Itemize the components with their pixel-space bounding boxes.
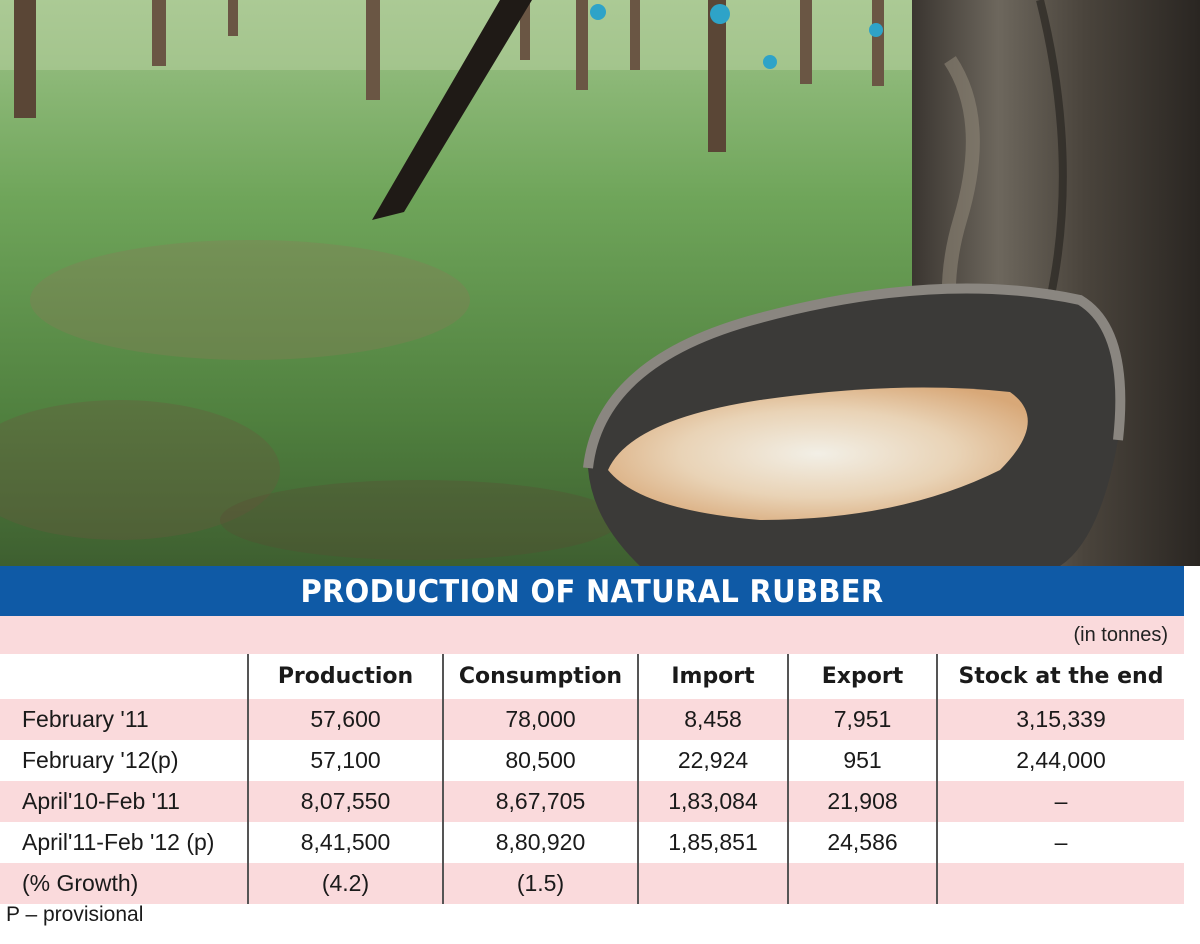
cell-import: [637, 863, 788, 904]
cell-import: 1,85,851: [637, 822, 788, 863]
table-row: (% Growth) (4.2) (1.5): [0, 863, 1184, 904]
footnote: P – provisional: [6, 903, 144, 926]
cell-stock: 2,44,000: [936, 740, 1184, 781]
row-label: April'10-Feb '11: [0, 781, 248, 822]
header-stock: Stock at the end: [936, 654, 1184, 699]
table-row: April'11-Feb '12 (p) 8,41,500 8,80,920 1…: [0, 822, 1184, 863]
cell-consumption: 8,67,705: [442, 781, 638, 822]
rubber-data-table: Production Consumption Import Export Sto…: [0, 654, 1184, 904]
cell-stock: [936, 863, 1184, 904]
cell-stock: 3,15,339: [936, 699, 1184, 740]
cell-consumption: 80,500: [442, 740, 638, 781]
cell-import: 8,458: [637, 699, 788, 740]
row-label: (% Growth): [0, 863, 248, 904]
cell-export: [787, 863, 937, 904]
table-row: February '11 57,600 78,000 8,458 7,951 3…: [0, 699, 1184, 740]
cell-stock: –: [936, 781, 1184, 822]
units-row: (in tonnes): [0, 616, 1184, 656]
cell-export: 7,951: [787, 699, 937, 740]
header-export: Export: [787, 654, 937, 699]
cell-export: 24,586: [787, 822, 937, 863]
cell-consumption: 8,80,920: [442, 822, 638, 863]
cell-import: 1,83,084: [637, 781, 788, 822]
row-label: February '11: [0, 699, 248, 740]
cell-production: 57,100: [247, 740, 443, 781]
table-header-row: Production Consumption Import Export Sto…: [0, 654, 1184, 699]
cell-production: 8,07,550: [247, 781, 443, 822]
cell-consumption: 78,000: [442, 699, 638, 740]
cell-export: 951: [787, 740, 937, 781]
cell-import: 22,924: [637, 740, 788, 781]
rubber-plantation-photo: [0, 0, 1200, 566]
cell-production: 8,41,500: [247, 822, 443, 863]
cell-production: (4.2): [247, 863, 443, 904]
row-label: April'11-Feb '12 (p): [0, 822, 248, 863]
units-note: (in tonnes): [1073, 624, 1169, 646]
table-row: February '12(p) 57,100 80,500 22,924 951…: [0, 740, 1184, 781]
header-production: Production: [247, 654, 443, 699]
cell-stock: –: [936, 822, 1184, 863]
row-label: February '12(p): [0, 740, 248, 781]
cell-consumption: (1.5): [442, 863, 638, 904]
title-banner: PRODUCTION OF NATURAL RUBBER: [0, 566, 1184, 616]
header-consumption: Consumption: [442, 654, 638, 699]
cell-export: 21,908: [787, 781, 937, 822]
table-title: PRODUCTION OF NATURAL RUBBER: [300, 572, 884, 610]
cell-production: 57,600: [247, 699, 443, 740]
table-row: April'10-Feb '11 8,07,550 8,67,705 1,83,…: [0, 781, 1184, 822]
header-row-label: [0, 654, 248, 699]
header-import: Import: [637, 654, 788, 699]
